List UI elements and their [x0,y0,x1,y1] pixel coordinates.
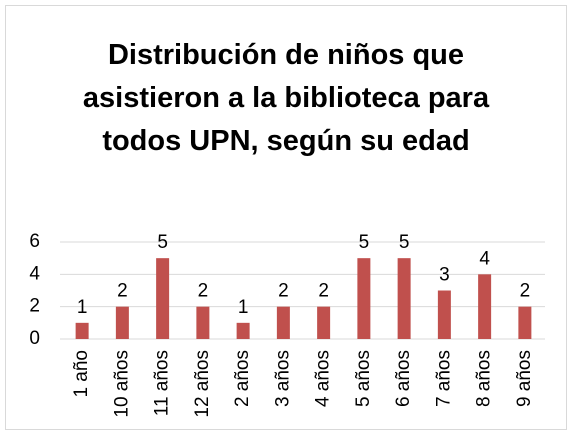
y-tick-label: 4 [29,263,40,284]
x-tick-label: 4 años [313,350,334,407]
bar [518,306,532,339]
chart-title: Distribución de niños que asistieron a l… [82,39,490,157]
chart-border [5,5,567,430]
data-label: 4 [479,248,490,269]
x-tick-label: 5 años [353,350,374,407]
data-label: 2 [318,281,329,302]
x-tick-label: 9 años [514,350,535,407]
bar [156,258,170,339]
bar [357,258,371,339]
bar [317,306,331,339]
data-label: 3 [439,265,450,286]
x-tick-label: 1 año [71,350,92,398]
data-label: 1 [238,297,249,318]
y-tick-label: 6 [29,231,40,252]
bar [276,306,290,339]
x-tick-label: 2 años [232,350,253,407]
data-label: 5 [399,232,410,253]
bar [196,306,210,339]
bar [478,274,492,339]
data-label: 2 [198,281,209,302]
bar [437,290,451,339]
data-label: 1 [77,297,88,318]
y-tick-label: 0 [29,328,40,349]
x-tick-label: 11 años [152,350,173,416]
bar [397,258,411,339]
data-label: 5 [157,232,168,253]
x-tick-label: 10 años [111,350,132,418]
x-tick-label: 7 años [433,350,454,407]
data-label: 2 [117,281,128,302]
data-label: 5 [359,232,370,253]
bar [236,322,250,339]
y-tick-label: 2 [29,296,40,317]
x-tick-label: 12 años [192,350,213,418]
x-tick-label: 6 años [393,350,414,407]
bar [75,322,89,339]
x-tick-label: 8 años [474,350,495,407]
data-label: 2 [520,281,531,302]
data-label: 2 [278,281,289,302]
bar [115,306,129,339]
x-tick-label: 3 años [272,350,293,407]
